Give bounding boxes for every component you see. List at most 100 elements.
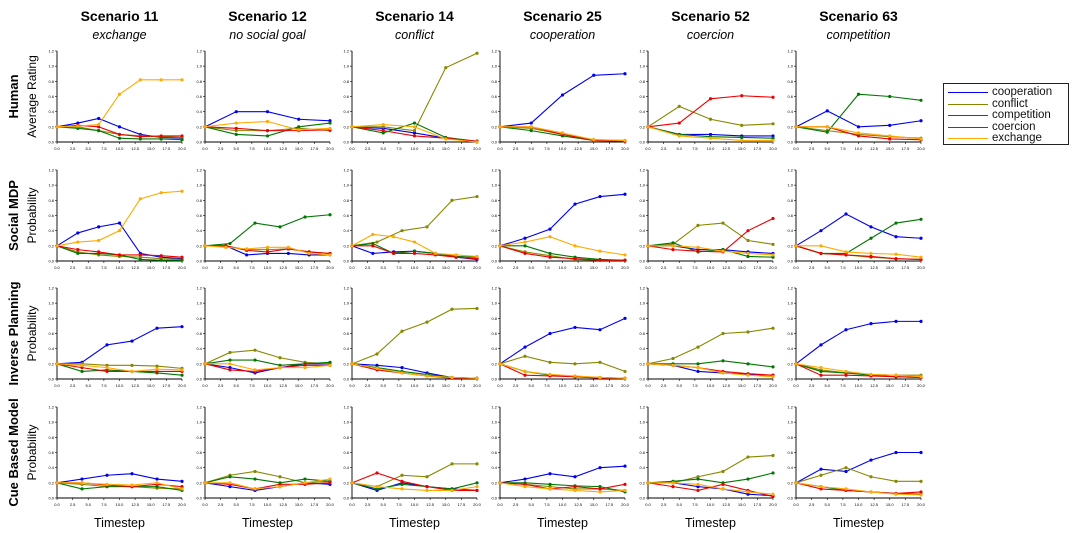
y-tick-label: 0.6 (48, 331, 54, 336)
data-point-cooperation (696, 485, 700, 489)
data-point-conflict (771, 242, 775, 246)
data-point-coercion (76, 248, 80, 252)
data-point-cooperation (856, 125, 861, 129)
x-tick-label: 0.0 (645, 265, 651, 270)
data-point-competition (117, 136, 122, 140)
data-point-competition (671, 241, 675, 245)
data-point-coercion (278, 482, 282, 486)
series-line-coercion (795, 482, 922, 495)
x-tick-label: 15.0 (738, 502, 747, 507)
x-tick-label: 20.0 (473, 265, 482, 270)
x-tick-label: 15.0 (738, 146, 747, 151)
data-point-exchange (245, 247, 249, 251)
data-point-cooperation (548, 472, 552, 476)
data-point-cooperation (919, 319, 923, 323)
y-tick-label: 0.6 (48, 450, 54, 455)
data-point-exchange (844, 487, 848, 491)
x-tick-label: 12.5 (131, 265, 140, 270)
data-point-exchange (203, 481, 207, 485)
data-point-conflict (450, 198, 454, 202)
y-tick-label: 0.0 (48, 140, 54, 145)
y-tick-label: 0.2 (196, 480, 202, 485)
x-tick-label: 20.0 (473, 146, 482, 151)
data-point-exchange (253, 487, 257, 491)
y-tick-label: 1.0 (491, 420, 497, 425)
x-tick-label: 5.0 (85, 146, 91, 151)
column-subtitle: exchange (92, 28, 146, 42)
data-point-exchange (350, 362, 354, 366)
data-point-competition (253, 477, 257, 481)
x-tick-label: 10.0 (264, 383, 273, 388)
data-point-conflict (105, 363, 109, 367)
data-point-coercion (573, 485, 577, 489)
x-tick-label: 10.0 (707, 383, 716, 388)
data-point-exchange (498, 125, 502, 129)
x-tick-label: 15.0 (886, 502, 895, 507)
data-point-competition (265, 134, 270, 138)
y-tick-label: 0.0 (196, 496, 202, 501)
data-point-exchange (708, 136, 713, 140)
data-point-exchange (55, 244, 59, 248)
data-point-conflict (265, 248, 270, 252)
data-point-exchange (265, 119, 270, 124)
x-tick-label: 7.5 (249, 502, 255, 507)
series-line-competition (56, 245, 182, 261)
data-point-cooperation (105, 473, 109, 477)
data-point-cooperation (598, 328, 602, 332)
data-point-exchange (224, 245, 228, 249)
y-tick-label: 1.2 (343, 49, 349, 54)
column-subtitle: competition (827, 28, 891, 42)
x-tick-label: 7.5 (396, 146, 402, 151)
series-line-cooperation (499, 73, 626, 128)
data-point-exchange (350, 481, 354, 485)
data-point-exchange (869, 251, 873, 256)
y-tick-label: 0.2 (639, 361, 645, 366)
y-tick-label: 0.2 (343, 480, 349, 485)
x-tick-label: 2.5 (809, 502, 815, 507)
legend-swatch (948, 138, 988, 139)
panel: 0.0 0.2 0.4 0.6 0.8 1.0 1.2 0.0 2.5 5.0 7.5 10.0 12.… (639, 168, 777, 271)
x-tick-label: 0.0 (793, 265, 799, 270)
y-tick-label: 0.4 (196, 109, 202, 114)
row-y-axis-label: Probability (25, 187, 39, 243)
y-tick-label: 1.2 (491, 286, 497, 291)
data-point-competition (328, 121, 332, 125)
data-point-conflict (869, 475, 873, 479)
x-tick-label: 5.0 (528, 383, 534, 388)
column-subtitle: conflict (395, 28, 434, 42)
y-tick-label: 0.4 (196, 346, 202, 351)
data-point-competition (253, 358, 257, 362)
data-point-exchange (350, 125, 354, 129)
panel: 0.0 0.2 0.4 0.6 0.8 1.0 1.2 0.0 2.5 5.0 7.5 10.0 12.… (343, 49, 481, 152)
column-subtitle: cooperation (530, 28, 595, 42)
y-tick-label: 0.4 (639, 228, 645, 233)
y-tick-label: 0.8 (196, 198, 202, 203)
x-tick-label: 2.5 (218, 265, 224, 270)
data-point-coercion (234, 126, 238, 130)
y-tick-label: 0.0 (196, 377, 202, 382)
x-tick-label: 12.5 (279, 146, 288, 151)
y-tick-label: 1.2 (639, 168, 645, 173)
data-point-exchange (328, 126, 332, 130)
data-point-exchange (159, 78, 163, 82)
y-tick-label: 0.8 (639, 435, 645, 440)
data-point-coercion (671, 248, 675, 252)
data-point-exchange (475, 485, 479, 489)
x-tick-label: 0.0 (349, 146, 355, 151)
x-tick-label: 5.0 (824, 502, 830, 507)
series-line-coercion (351, 363, 477, 379)
data-point-exchange (425, 488, 429, 493)
x-tick-label: 17.5 (162, 383, 171, 388)
y-tick-label: 0.4 (343, 346, 349, 351)
x-tick-label: 5.0 (528, 265, 534, 270)
panel: 0.0 0.2 0.4 0.6 0.8 1.0 1.2 0.0 2.5 5.0 7.5 10.0 12.… (48, 286, 186, 389)
data-point-coercion (138, 253, 142, 257)
x-tick-label: 7.5 (544, 502, 550, 507)
x-tick-label: 12.5 (131, 502, 140, 507)
data-point-cooperation (560, 93, 565, 97)
x-tick-label: 0.0 (202, 146, 208, 151)
data-point-exchange (265, 245, 270, 249)
series-line-cooperation (499, 193, 626, 247)
data-point-exchange (155, 367, 159, 371)
data-point-exchange (856, 131, 861, 135)
